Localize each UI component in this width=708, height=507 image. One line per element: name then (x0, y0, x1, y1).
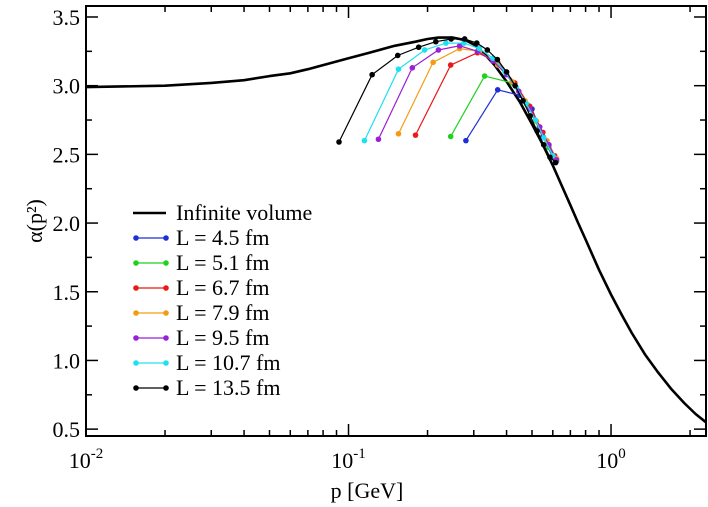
series-point-7 (394, 52, 401, 59)
series-point-7 (473, 40, 480, 46)
legend-label: L = 5.1 fm (176, 250, 269, 275)
x-tick-labels: 10-2 10-1 100 (69, 446, 626, 473)
series-point-5 (409, 65, 416, 71)
series-point-6 (476, 45, 483, 52)
legend-label: L = 6.7 fm (176, 275, 269, 300)
legend-swatch-dot (163, 285, 169, 291)
plot-frame (85, 5, 707, 437)
legend-label: L = 13.5 fm (176, 375, 280, 400)
legend-swatch-dot (163, 235, 169, 241)
legend-label: Infinite volume (176, 200, 312, 225)
series-point-6 (541, 135, 547, 141)
series-point-5 (456, 43, 463, 49)
series-point-4 (395, 130, 402, 137)
series-point-3 (447, 62, 454, 68)
legend-swatch-dot (133, 335, 139, 341)
series-point-2 (447, 133, 454, 140)
y-tick-label: 3.5 (53, 5, 81, 30)
series-point-6 (421, 47, 428, 53)
series-point-7 (432, 38, 439, 45)
legend-swatch-dot (163, 310, 169, 316)
series-line-4 (397, 47, 558, 159)
series-point-7 (547, 154, 553, 160)
legend-swatch-dot (163, 260, 169, 266)
y-tick-labels: 0.5 1.0 1.5 2.0 2.5 3.0 3.5 (53, 5, 81, 442)
legend-label: L = 9.5 fm (176, 325, 269, 350)
series-line-2 (450, 75, 558, 162)
y-tick-label: 1.5 (53, 280, 81, 305)
series-point-7 (336, 139, 342, 145)
series-point-7 (540, 141, 547, 148)
series-point-1 (463, 137, 469, 144)
series-point-3 (412, 132, 419, 138)
series-point-7 (484, 47, 491, 53)
series-point-7 (534, 128, 540, 134)
series-point-6 (443, 40, 449, 46)
series-point-7 (512, 82, 518, 89)
series-point-6 (395, 66, 402, 72)
x-tick-label: 10-2 (69, 446, 104, 473)
y-axis-title: α(p²) (22, 199, 47, 243)
series-point-7 (503, 69, 510, 75)
legend-label: L = 4.5 fm (176, 225, 269, 250)
series-point-7 (415, 44, 422, 51)
series-point-5 (375, 136, 382, 143)
legend-swatch-dot (163, 385, 169, 391)
series-point-7 (448, 36, 454, 42)
series-point-7 (461, 36, 468, 42)
legend-swatch-dot (163, 335, 169, 341)
series-point-7 (520, 97, 526, 104)
legend-swatch-dot (133, 360, 139, 366)
series-point-7 (527, 113, 533, 119)
legend-label: L = 7.9 fm (176, 300, 269, 325)
series-line-infinite-volume (86, 36, 706, 424)
series-point-7 (494, 56, 501, 63)
plot-area (86, 36, 706, 424)
legend-label: L = 10.7 fm (176, 350, 280, 375)
series-point-5 (435, 47, 442, 53)
series-point-7 (552, 159, 559, 166)
legend-swatch-dot (133, 260, 139, 266)
series-point-1 (494, 87, 501, 93)
legend-swatch-dot (163, 360, 169, 366)
series-point-2 (481, 73, 488, 79)
legend-swatch-dot (133, 385, 139, 391)
x-tick-label: 10-1 (331, 446, 366, 473)
y-tick-label: 0.5 (53, 417, 81, 442)
series-point-6 (532, 117, 539, 123)
series-point-6 (361, 137, 368, 144)
series-line-5 (377, 45, 558, 161)
legend-swatch-dot (133, 285, 139, 291)
y-tick-label: 3.0 (53, 74, 81, 99)
legend-swatch-dot (133, 235, 139, 241)
series-point-4 (430, 59, 436, 66)
series-line-1 (465, 89, 554, 158)
y-tick-label: 2.0 (53, 211, 81, 236)
x-tick-label: 100 (596, 446, 626, 473)
series-point-7 (369, 71, 375, 78)
y-tick-label: 1.0 (53, 348, 81, 373)
legend-swatch-dot (133, 310, 139, 316)
x-axis-title: p [GeV] (331, 478, 404, 503)
series-line-3 (414, 52, 556, 156)
y-tick-label: 2.5 (53, 142, 81, 167)
